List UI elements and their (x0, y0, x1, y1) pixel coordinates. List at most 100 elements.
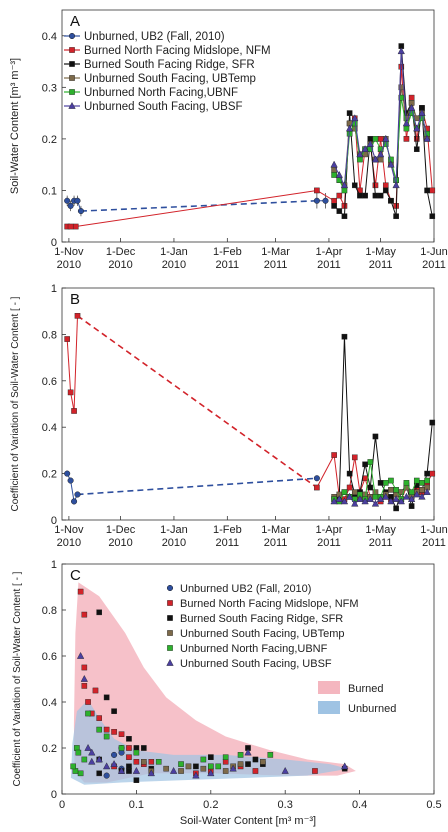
data-point (163, 765, 169, 772)
data-point (371, 155, 380, 163)
data-point (330, 497, 338, 505)
legend-marker (69, 61, 75, 67)
data-point (388, 197, 394, 204)
series-2 (77, 588, 318, 777)
data-point (95, 755, 103, 763)
series-segment (364, 461, 371, 500)
x-tick-label-year: 2010 (57, 259, 81, 271)
series-segment (75, 189, 317, 228)
data-point (88, 757, 96, 765)
x-tick-label: 0.5 (426, 799, 441, 811)
data-point (71, 408, 77, 414)
data-point (372, 192, 379, 199)
data-point (75, 749, 82, 756)
x-tick-label: 1-Apr (315, 246, 342, 258)
data-point (392, 495, 400, 502)
plot-frame (61, 563, 435, 795)
data-point (340, 181, 349, 189)
legend-marker (166, 658, 174, 666)
data-point (392, 181, 400, 189)
data-point (331, 197, 337, 204)
data-point (192, 771, 200, 779)
x-tick-label-year: 2011 (264, 259, 288, 271)
y-tick-label: 0.4 (42, 422, 57, 434)
series-segment (369, 461, 376, 497)
legend-label: Unburned UB2 (Fall, 2010) (180, 583, 311, 595)
plot-frame (61, 9, 435, 243)
data-point (77, 588, 84, 595)
series-segment (411, 107, 418, 129)
data-point (80, 674, 88, 682)
x-tick-label-year: 2011 (264, 537, 288, 549)
data-point (85, 699, 91, 705)
data-point (346, 110, 353, 116)
data-point (178, 761, 184, 767)
data-point (118, 731, 125, 737)
panel-label: A (70, 13, 80, 30)
data-point (76, 651, 85, 659)
data-point (413, 146, 420, 153)
data-point (382, 187, 389, 194)
data-point (67, 202, 74, 209)
data-point (96, 726, 102, 733)
x-tick-label: 0.4 (352, 799, 367, 811)
data-point (388, 487, 394, 493)
data-point (85, 710, 91, 717)
y-tick-label: 0.6 (42, 376, 57, 388)
data-point (312, 768, 318, 774)
data-point (67, 223, 74, 230)
data-point (345, 124, 354, 132)
data-point (141, 745, 147, 751)
series-segment (354, 118, 361, 155)
legend-label: Burned South Facing Ridge, SFR (180, 613, 343, 625)
data-point (382, 480, 389, 486)
x-tick-label: 1-Feb (213, 524, 242, 536)
data-point (335, 170, 343, 178)
data-point (397, 47, 405, 55)
data-point (341, 762, 349, 770)
x-tick-label: 1-Feb (213, 246, 242, 258)
series-segment (421, 113, 428, 139)
series-6 (76, 651, 349, 779)
series-dashed-segment (77, 315, 318, 489)
data-point (252, 756, 259, 763)
x-tick-label-year: 2011 (216, 259, 240, 271)
legend: Unburned UB2 (Fall, 2010) Burned North Fa… (166, 583, 396, 715)
data-point (351, 182, 358, 189)
x-tick-label: 1-May (365, 246, 396, 258)
x-tick-label-year: 2010 (162, 537, 186, 549)
legend-label: Unburned South Facing, UBTemp (84, 73, 256, 85)
data-point (92, 687, 99, 694)
data-point (361, 497, 369, 505)
x-tick-label: 1-Jan (160, 246, 188, 258)
data-point (67, 389, 74, 396)
data-point (74, 313, 81, 319)
data-point (88, 748, 96, 756)
series-segment (316, 190, 335, 202)
series-segment (70, 392, 75, 412)
legend-swatch (318, 681, 340, 694)
data-point (403, 125, 410, 132)
data-point (252, 768, 259, 774)
legend-label: Unburned (348, 703, 396, 715)
x-tick-label-year: 2010 (57, 537, 81, 549)
legend-marker (69, 47, 75, 53)
series-segment (70, 480, 75, 502)
data-point (336, 208, 343, 214)
panel-label: B (70, 291, 80, 308)
data-point (126, 736, 132, 742)
data-point (313, 197, 320, 204)
series-segment (343, 336, 351, 474)
legend-marker (68, 32, 76, 40)
data-point (424, 187, 430, 194)
data-point (81, 611, 88, 618)
legend-label: Burned South Facing Ridge, SFR (84, 59, 255, 71)
data-point (372, 433, 379, 440)
legend-label: Burned (348, 683, 383, 695)
x-tick-label-year: 2011 (317, 537, 341, 549)
y-axis-label: Coefficient of Variation of Soil-Water C… (12, 571, 23, 786)
data-point (408, 503, 415, 509)
data-point (81, 683, 88, 689)
x-tick-label: 1-Jan (160, 524, 188, 536)
x-tick-label: 1-May (365, 524, 396, 536)
